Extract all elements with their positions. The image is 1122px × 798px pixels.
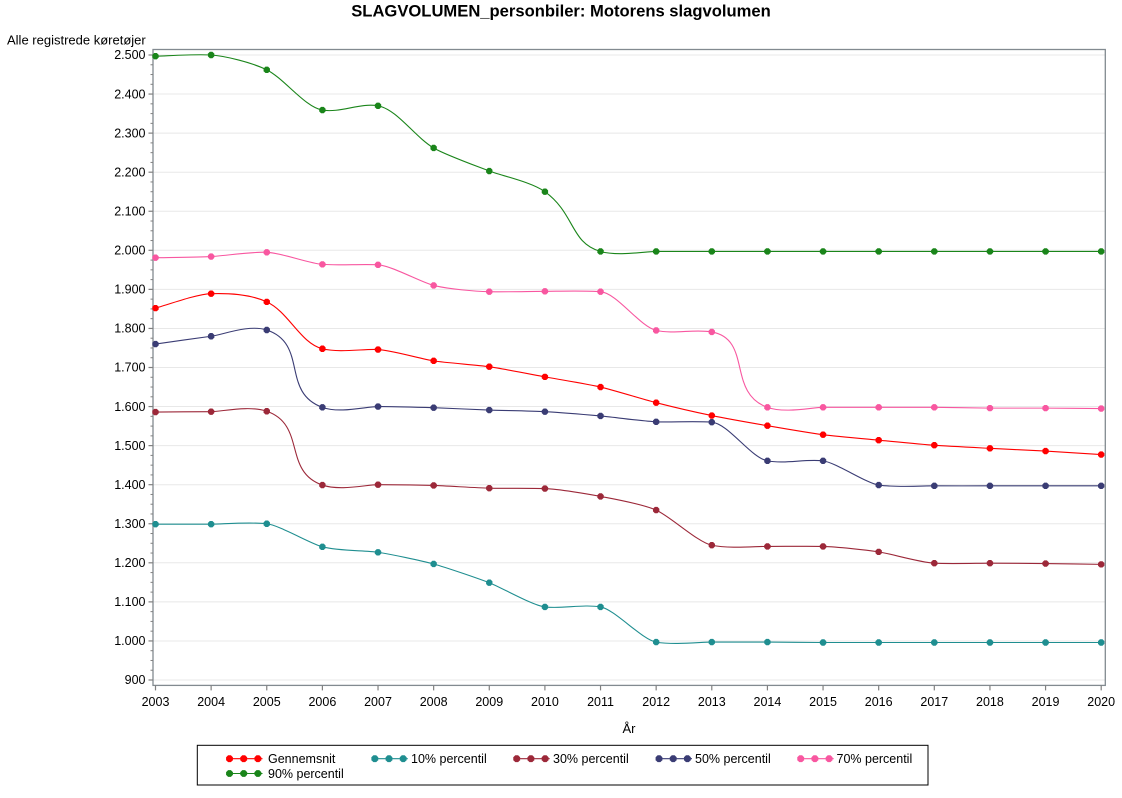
svg-text:2006: 2006: [308, 695, 336, 709]
svg-text:År: År: [623, 721, 637, 736]
svg-text:2.200: 2.200: [114, 165, 145, 179]
svg-text:90% percentil: 90% percentil: [268, 767, 344, 781]
svg-text:1.200: 1.200: [114, 556, 145, 570]
svg-text:2017: 2017: [920, 695, 948, 709]
svg-text:2010: 2010: [531, 695, 559, 709]
svg-text:SLAGVOLUMEN_personbiler: Motor: SLAGVOLUMEN_personbiler: Motorens slagvo…: [351, 2, 771, 21]
svg-text:1.900: 1.900: [114, 283, 145, 297]
svg-text:2.000: 2.000: [114, 244, 145, 258]
svg-text:2009: 2009: [475, 695, 503, 709]
svg-text:1.600: 1.600: [114, 400, 145, 414]
svg-text:30% percentil: 30% percentil: [553, 752, 629, 766]
svg-text:Gennemsnit: Gennemsnit: [268, 752, 336, 766]
svg-text:2019: 2019: [1032, 695, 1060, 709]
svg-text:1.700: 1.700: [114, 361, 145, 375]
svg-text:1.800: 1.800: [114, 322, 145, 336]
svg-text:1.500: 1.500: [114, 439, 145, 453]
svg-text:2.300: 2.300: [114, 126, 145, 140]
svg-text:10% percentil: 10% percentil: [411, 752, 487, 766]
svg-text:Alle registrede køretøjer: Alle registrede køretøjer: [7, 33, 146, 48]
svg-text:1.100: 1.100: [114, 595, 145, 609]
svg-text:50% percentil: 50% percentil: [695, 752, 771, 766]
svg-text:2012: 2012: [642, 695, 670, 709]
svg-text:2014: 2014: [754, 695, 782, 709]
svg-text:2005: 2005: [253, 695, 281, 709]
svg-text:1.400: 1.400: [114, 478, 145, 492]
svg-text:2016: 2016: [865, 695, 893, 709]
svg-text:2018: 2018: [976, 695, 1004, 709]
svg-text:2011: 2011: [587, 695, 614, 709]
svg-text:2003: 2003: [142, 695, 170, 709]
svg-text:2008: 2008: [420, 695, 448, 709]
svg-text:2020: 2020: [1087, 695, 1115, 709]
svg-text:2007: 2007: [364, 695, 392, 709]
svg-text:1.300: 1.300: [114, 517, 145, 531]
svg-text:2.500: 2.500: [114, 48, 145, 62]
svg-text:2.100: 2.100: [114, 204, 145, 218]
svg-text:2004: 2004: [197, 695, 225, 709]
svg-text:2015: 2015: [809, 695, 837, 709]
svg-text:2.400: 2.400: [114, 87, 145, 101]
svg-text:900: 900: [125, 673, 146, 687]
svg-text:1.000: 1.000: [114, 634, 145, 648]
svg-text:2013: 2013: [698, 695, 726, 709]
svg-text:70% percentil: 70% percentil: [837, 752, 913, 766]
